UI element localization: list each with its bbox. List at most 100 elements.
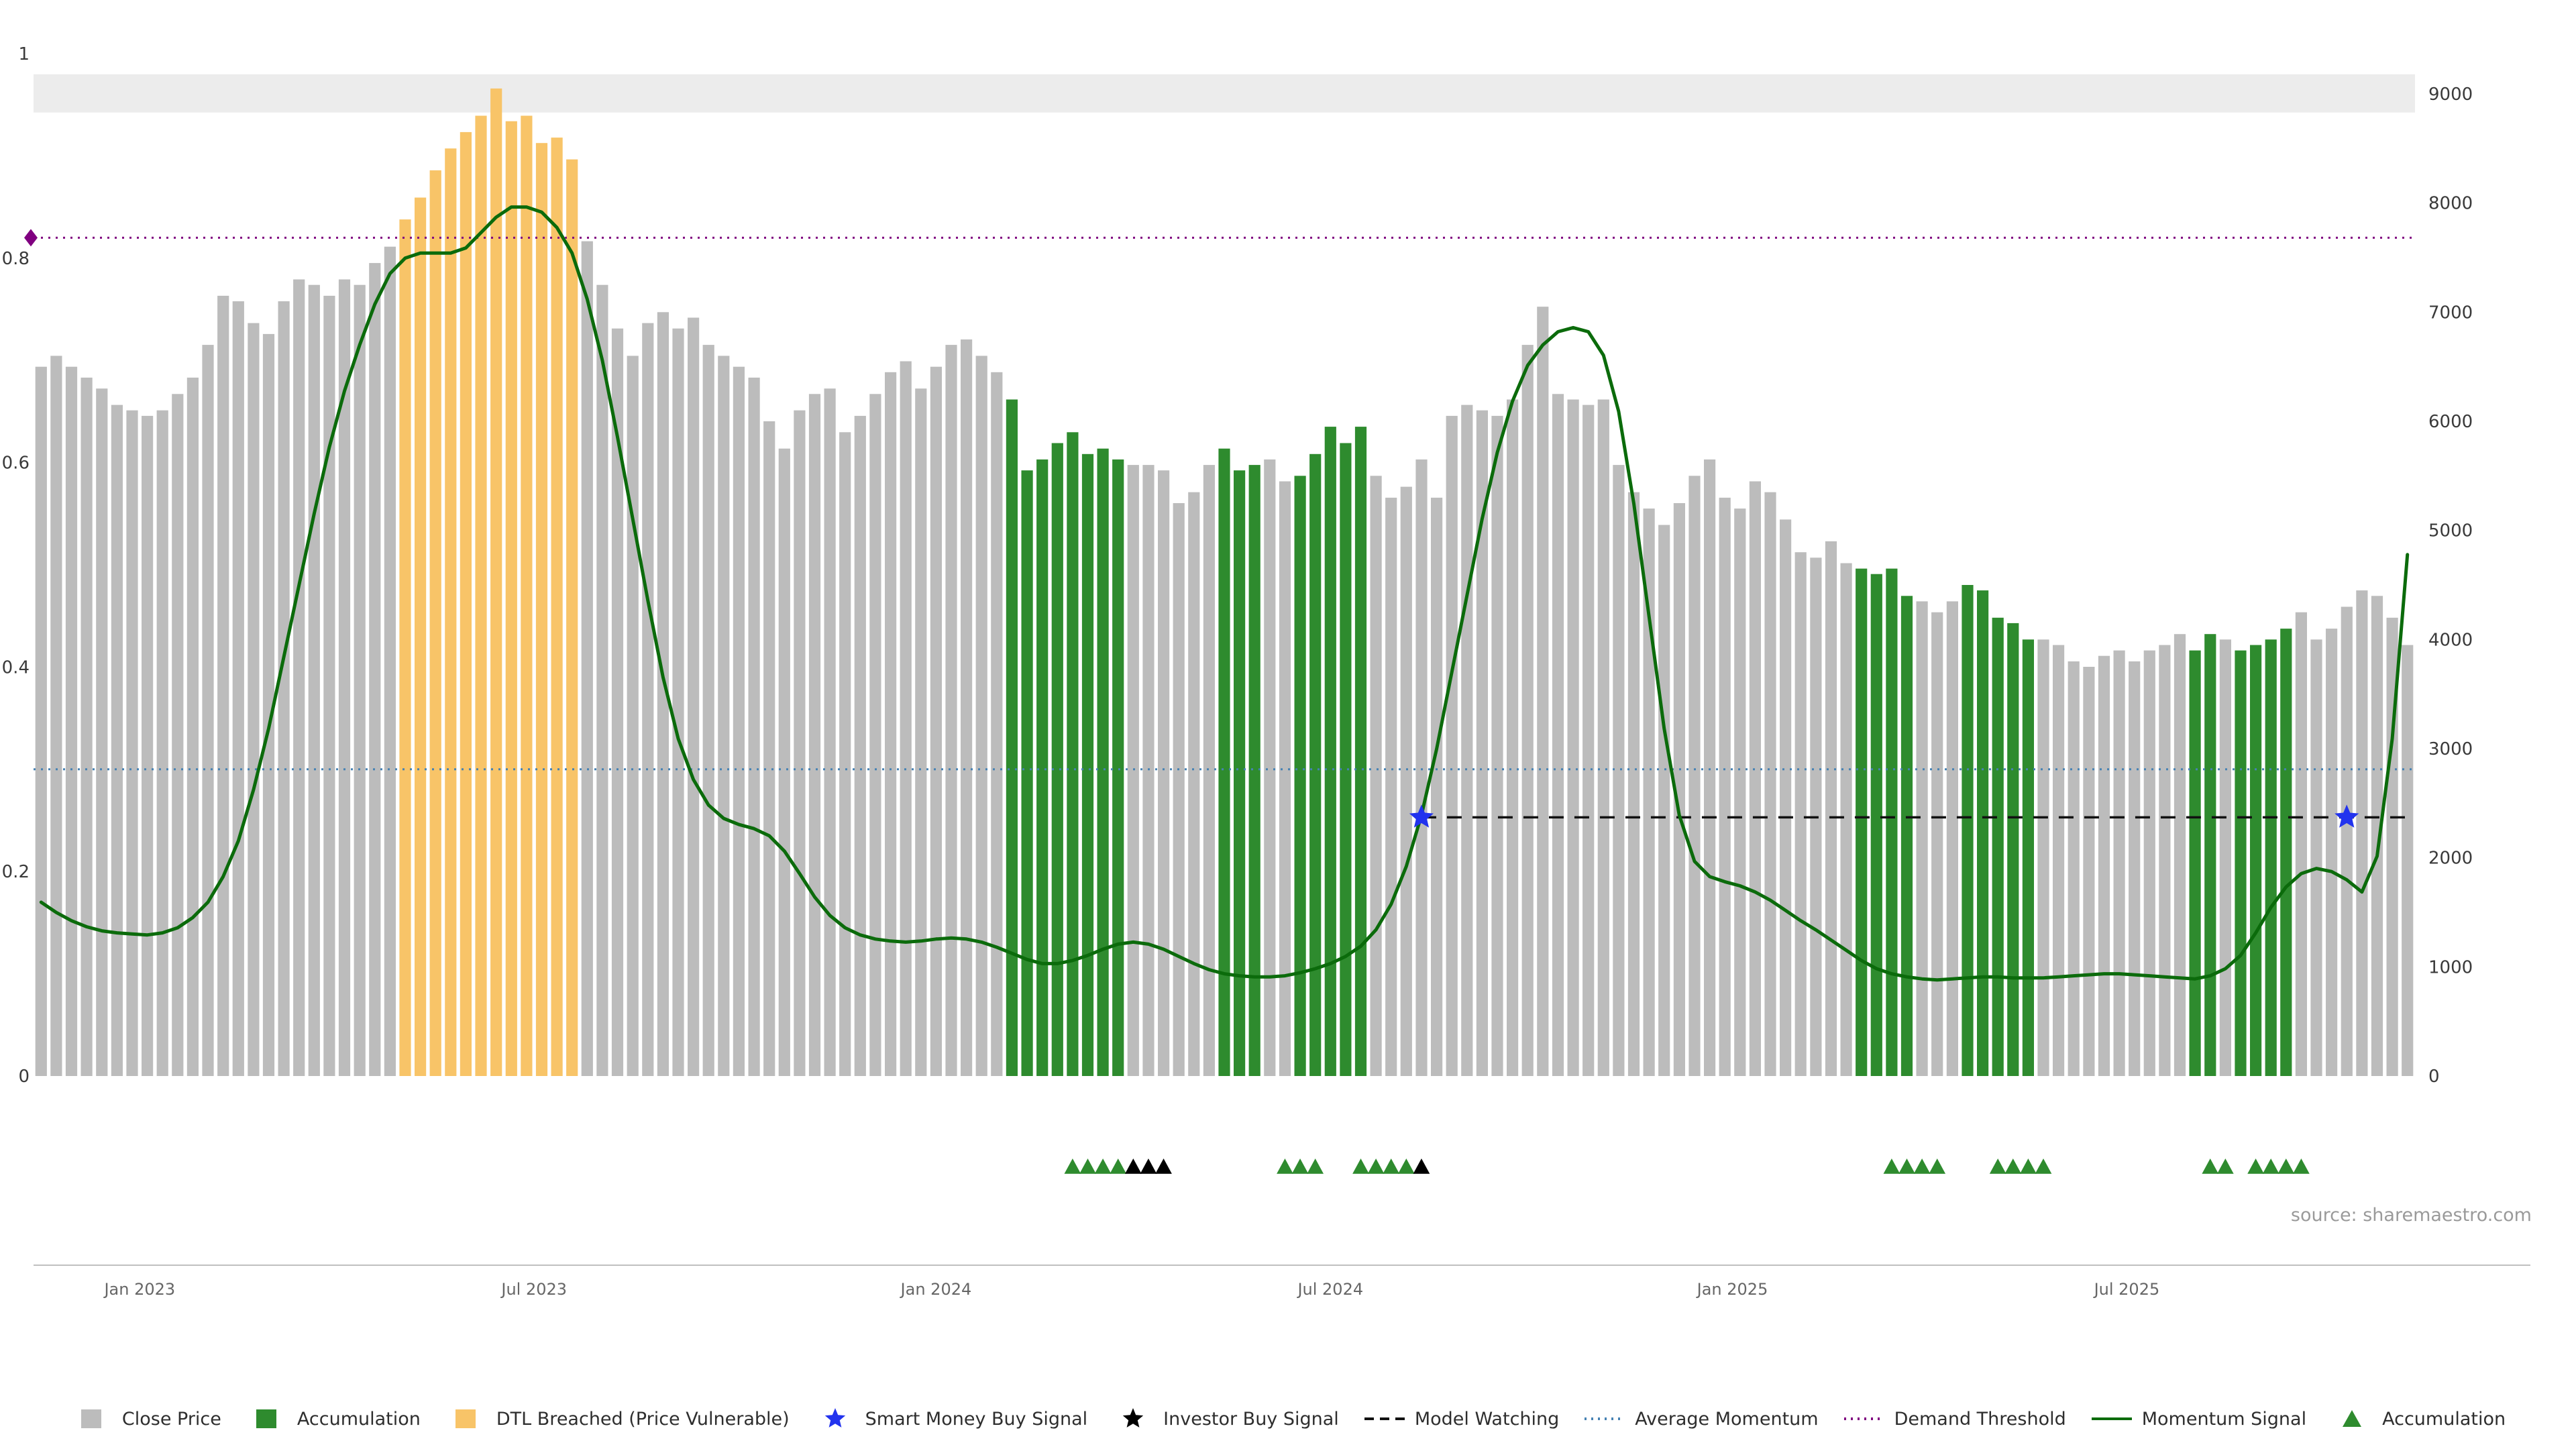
- bar-close-price: [869, 394, 881, 1076]
- bar-close-price: [611, 328, 624, 1077]
- bar-close-price: [763, 421, 775, 1076]
- legend-item-close-price-0: Close Price: [70, 1406, 221, 1432]
- bar-accumulation: [2189, 650, 2201, 1076]
- chart-legend: Close Price Accumulation DTL Breached (Pri…: [0, 1406, 2576, 1432]
- x-axis-date-label: Jan 2025: [1696, 1280, 1768, 1299]
- bar-close-price: [1507, 399, 1519, 1076]
- investor-buy-signal-marker: [1155, 1159, 1172, 1174]
- bar-dtl-breached: [429, 170, 441, 1076]
- accumulation-triangle-marker: [2020, 1159, 2037, 1174]
- bar-close-price: [142, 415, 154, 1076]
- bar-accumulation: [1856, 568, 1868, 1076]
- legend-item-investor-buy-signal-4: Investor Buy Signal: [1112, 1406, 1339, 1432]
- bar-close-price: [642, 323, 654, 1077]
- legend-item-label: DTL Breached (Price Vulnerable): [496, 1408, 790, 1430]
- bar-close-price: [596, 284, 608, 1077]
- bar-close-price: [718, 356, 730, 1076]
- x-axis-date-label: Jul 2025: [2093, 1280, 2160, 1299]
- bar-accumulation: [1977, 590, 1989, 1076]
- bar-close-price: [2386, 617, 2398, 1076]
- bar-close-price: [2371, 596, 2383, 1076]
- bar-close-price: [1567, 399, 1579, 1076]
- accumulation-triangle-marker: [1913, 1159, 1931, 1174]
- accumulation-triangle-marker: [1397, 1159, 1415, 1174]
- legend-star-icon: [824, 1408, 845, 1428]
- bar-accumulation: [1324, 427, 1336, 1076]
- bar-close-price: [2143, 650, 2155, 1076]
- investor-buy-signal-marker: [1124, 1159, 1142, 1174]
- bar-close-price: [1127, 465, 1139, 1076]
- bar-close-price: [1764, 492, 1776, 1076]
- bar-close-price: [278, 301, 290, 1077]
- highlight-band: [34, 74, 2415, 113]
- bar-close-price: [1673, 503, 1685, 1076]
- right-axis-tick-label: 4000: [2428, 630, 2473, 650]
- bar-close-price: [930, 366, 942, 1077]
- bar-close-price: [915, 388, 927, 1077]
- bar-close-price: [202, 345, 214, 1076]
- bar-close-price: [1521, 345, 1534, 1076]
- price-bars: [35, 88, 2414, 1077]
- bar-close-price: [338, 279, 351, 1076]
- bar-close-price: [778, 448, 790, 1076]
- right-axis-tick-label: 1000: [2428, 957, 2473, 977]
- accumulation-triangle-marker: [2262, 1159, 2279, 1174]
- investor-buy-signal-marker: [1413, 1159, 1430, 1174]
- bar-close-price: [1400, 486, 1412, 1076]
- bar-dtl-breached: [415, 197, 427, 1076]
- legend-dotted-line-icon: [1843, 1417, 1884, 1420]
- legend-item-accumulation-1: Accumulation: [246, 1406, 421, 1432]
- bar-close-price: [1780, 519, 1792, 1076]
- bar-close-price: [262, 333, 275, 1076]
- right-axis-tick-label: 0: [2428, 1067, 2440, 1087]
- bar-close-price: [672, 328, 684, 1077]
- bar-accumulation: [1051, 443, 1063, 1076]
- bar-accumulation: [2235, 650, 2247, 1076]
- bar-close-price: [1476, 410, 1488, 1076]
- bar-close-price: [1370, 476, 1382, 1076]
- bar-close-price: [1537, 307, 1549, 1077]
- bar-close-price: [1643, 508, 1655, 1076]
- bar-close-price: [581, 241, 593, 1077]
- bar-close-price: [323, 295, 335, 1076]
- left-axis-tick-label: 0.4: [2, 657, 30, 678]
- bar-dtl-breached: [490, 88, 502, 1076]
- bar-close-price: [1597, 399, 1609, 1076]
- bar-close-price: [1142, 465, 1155, 1076]
- bar-close-price: [961, 339, 973, 1076]
- bar-close-price: [1825, 541, 1837, 1076]
- legend-item-accumulation-9: Accumulation: [2330, 1406, 2506, 1432]
- bar-dtl-breached: [566, 159, 578, 1077]
- bar-accumulation: [1340, 443, 1352, 1076]
- bar-close-price: [702, 345, 714, 1076]
- accumulation-triangle-marker: [1989, 1159, 2006, 1174]
- left-axis-tick-label: 0.2: [2, 862, 30, 882]
- right-axis-tick-label: 6000: [2428, 412, 2473, 432]
- chart-canvas: 0 0.2 0.4 0.6 0.8 1 0 1000 2000 3000 4000 5000 6000 7…: [2, 44, 2530, 1299]
- right-axis-tick-label: 7000: [2428, 303, 2473, 323]
- bar-close-price: [1279, 481, 1291, 1076]
- legend-square-swatch: [80, 1409, 101, 1428]
- accumulation-triangle-marker: [2004, 1159, 2022, 1174]
- bar-accumulation: [1097, 448, 1109, 1076]
- x-axis-labels: Jan 2023 Jul 2023 Jan 2024 Jul 2024 Jan 2025…: [103, 1280, 2159, 1299]
- legend-item-average-momentum-6: Average Momentum: [1583, 1406, 1819, 1432]
- left-axis-tick-label: 1: [18, 44, 30, 64]
- bar-accumulation: [1234, 470, 1246, 1076]
- bar-accumulation: [1900, 596, 1913, 1076]
- legend-item-smart-money-buy-signal-3: Smart Money Buy Signal: [814, 1406, 1087, 1432]
- bar-accumulation: [1218, 448, 1230, 1076]
- smart-money-buy-signal-star: [2334, 804, 2359, 828]
- bar-dtl-breached: [505, 121, 517, 1077]
- bar-close-price: [1385, 497, 1397, 1076]
- bar-close-price: [1158, 470, 1170, 1076]
- right-axis-tick-label: 5000: [2428, 521, 2473, 541]
- legend-item-label: Model Watching: [1414, 1408, 1560, 1430]
- bar-close-price: [1946, 601, 1958, 1076]
- bar-accumulation: [1992, 617, 2004, 1076]
- right-axis-labels: 0 1000 2000 3000 4000 5000 6000 7000 8000 9000: [2428, 85, 2473, 1087]
- legend-square-swatch: [455, 1409, 476, 1428]
- accumulation-triangle-marker: [2247, 1159, 2264, 1174]
- accumulation-triangle-marker: [1110, 1159, 1127, 1174]
